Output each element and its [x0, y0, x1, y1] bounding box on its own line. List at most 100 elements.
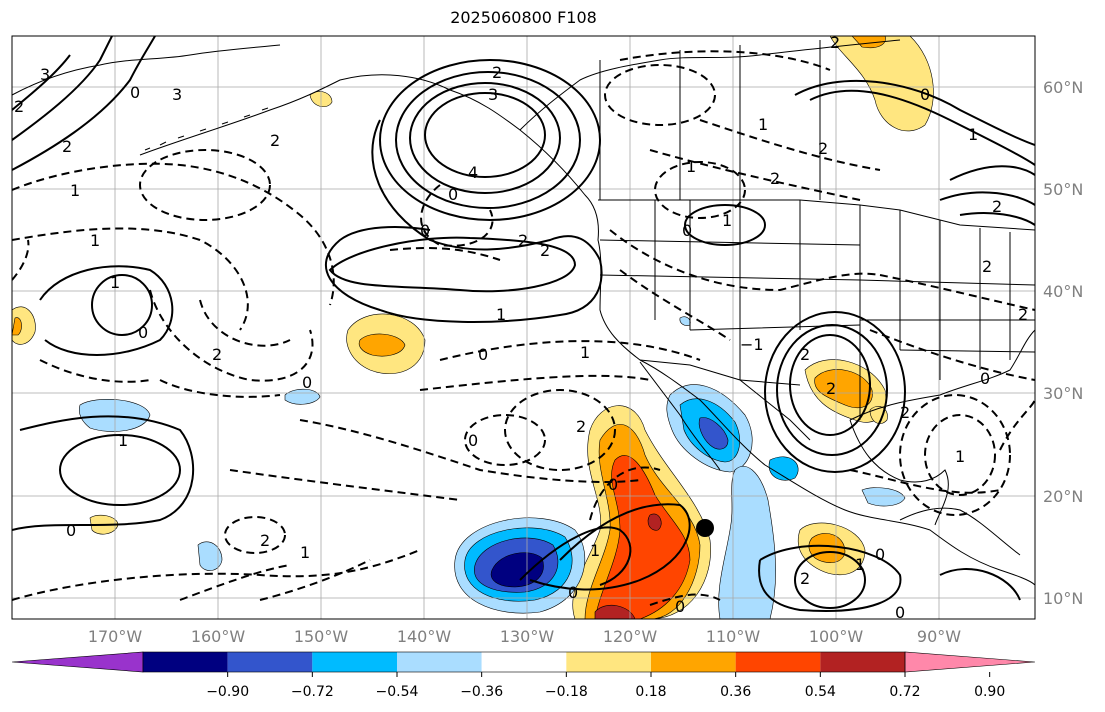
colorbar-segment	[566, 652, 651, 672]
latitude-labels: 60°N 50°N 40°N 30°N 20°N 10°N	[1043, 78, 1083, 608]
contour-label: 3	[40, 65, 50, 84]
colorbar-label: 0.90	[974, 684, 1005, 700]
contour-label: 2	[518, 231, 528, 250]
contour-label: 0	[675, 597, 685, 616]
colorbar: −0.90 −0.72 −0.54 −0.36 −0.18 0.18 0.36 0.54 0.7…	[11, 651, 1036, 700]
contour-label: 3	[488, 85, 498, 104]
contour-label: 2	[770, 169, 780, 188]
contour-label: 2	[492, 63, 502, 82]
colorbar-label: 0.72	[889, 684, 920, 700]
contour-label: 1	[686, 157, 696, 176]
colorbar-label: 0.36	[720, 684, 751, 700]
contour-label: 1	[90, 231, 100, 250]
lon-label: 130°W	[500, 627, 555, 646]
lon-label: 110°W	[706, 627, 761, 646]
map-plot-area: 3 4 2 2 2 1 0 0 1 0 1 1 1 0 0 0 0 1 2 0 …	[12, 33, 1035, 619]
graticule	[12, 36, 1035, 619]
lon-label: 150°W	[294, 627, 349, 646]
colorbar-label: −0.18	[545, 684, 588, 700]
lat-label: 20°N	[1043, 487, 1083, 506]
contour-label: 0	[920, 85, 930, 104]
lon-label: 120°W	[603, 627, 658, 646]
contour-label: −1	[740, 335, 764, 354]
contour-label: 4	[468, 163, 478, 182]
lat-label: 50°N	[1043, 180, 1083, 199]
contour-label: 1	[722, 211, 732, 230]
shaded-anomalies	[12, 36, 934, 619]
lon-label: 90°W	[917, 627, 961, 646]
contour-label: 1	[496, 305, 506, 324]
map-title: 2025060800 F108	[450, 8, 597, 27]
colorbar-segment	[312, 652, 397, 672]
contour-label: 1	[70, 181, 80, 200]
contour-label: 2	[900, 403, 910, 422]
contour-label: 2	[800, 569, 810, 588]
contour-label: 2	[992, 197, 1002, 216]
colorbar-segment	[735, 652, 821, 672]
colorbar-segment	[227, 652, 313, 672]
colorbar-frame	[142, 651, 906, 673]
colorbar-segment	[397, 652, 482, 672]
colorbar-segment	[143, 652, 228, 672]
contour-label: 0	[568, 583, 578, 602]
contour-label: 2	[14, 97, 24, 116]
contour-label: 2	[818, 139, 828, 158]
contour-label: 1	[300, 543, 310, 562]
storm-center-dot	[696, 519, 714, 537]
contour-lines	[12, 36, 1035, 612]
contour-label: 1	[955, 447, 965, 466]
contour-label: 3	[172, 85, 182, 104]
contour-label: 0	[980, 369, 990, 388]
contour-label: 0	[478, 345, 488, 364]
contour-label: 2	[982, 257, 992, 276]
contour-label: 0	[468, 431, 478, 450]
contour-label: 2	[826, 379, 836, 398]
colorbar-segment	[481, 652, 567, 672]
contour-label: 2	[260, 531, 270, 550]
contour-label: 2	[1018, 305, 1028, 324]
contour-label: 0	[448, 185, 458, 204]
contour-label: 2	[576, 417, 586, 436]
colorbar-label: 0.54	[805, 684, 836, 700]
lat-label: 10°N	[1043, 589, 1083, 608]
longitude-labels: 170°W 160°W 150°W 140°W 130°W 120°W 110°…	[88, 627, 961, 646]
lon-label: 140°W	[397, 627, 452, 646]
contour-label: 1	[580, 343, 590, 362]
contour-label: 2	[62, 137, 72, 156]
contour-label: 2	[540, 241, 550, 260]
contour-label: 1	[118, 431, 128, 450]
contour-label: 1	[855, 555, 865, 574]
contour-label: 0	[66, 521, 76, 540]
lat-label: 60°N	[1043, 78, 1083, 97]
lon-label: 100°W	[809, 627, 864, 646]
contour-label: 0	[875, 545, 885, 564]
contour-label: 0	[608, 475, 618, 494]
lat-label: 30°N	[1043, 384, 1083, 403]
colorbar-label: −0.54	[376, 684, 419, 700]
contour-label: 0	[682, 221, 692, 240]
contour-label: 0	[138, 323, 148, 342]
contour-label: 1	[590, 541, 600, 560]
lon-label: 160°W	[191, 627, 246, 646]
contour-labels: 3 4 2 2 2 1 0 0 1 0 1 1 1 0 0 0 0 1 2 0 …	[14, 33, 1028, 619]
lat-label: 40°N	[1043, 282, 1083, 301]
contour-label: 2	[830, 33, 840, 52]
colorbar-label: −0.90	[206, 684, 249, 700]
contour-label: 0	[302, 373, 312, 392]
contour-label: 1	[968, 125, 978, 144]
contour-label: 0	[420, 221, 430, 240]
colorbar-label: −0.36	[460, 684, 503, 700]
contour-label: 2	[270, 131, 280, 150]
colorbar-label: 0.18	[635, 684, 666, 700]
contour-label: 0	[130, 83, 140, 102]
colorbar-extend-low	[11, 651, 144, 673]
colorbar-extend-high	[904, 651, 1036, 673]
colorbar-segment	[651, 652, 736, 672]
colorbar-segment	[820, 652, 905, 672]
lon-label: 170°W	[88, 627, 143, 646]
contour-label: 1	[758, 115, 768, 134]
contour-label: 2	[212, 345, 222, 364]
dashed-contour-lines	[12, 50, 1035, 606]
contour-label: 1	[110, 273, 120, 292]
